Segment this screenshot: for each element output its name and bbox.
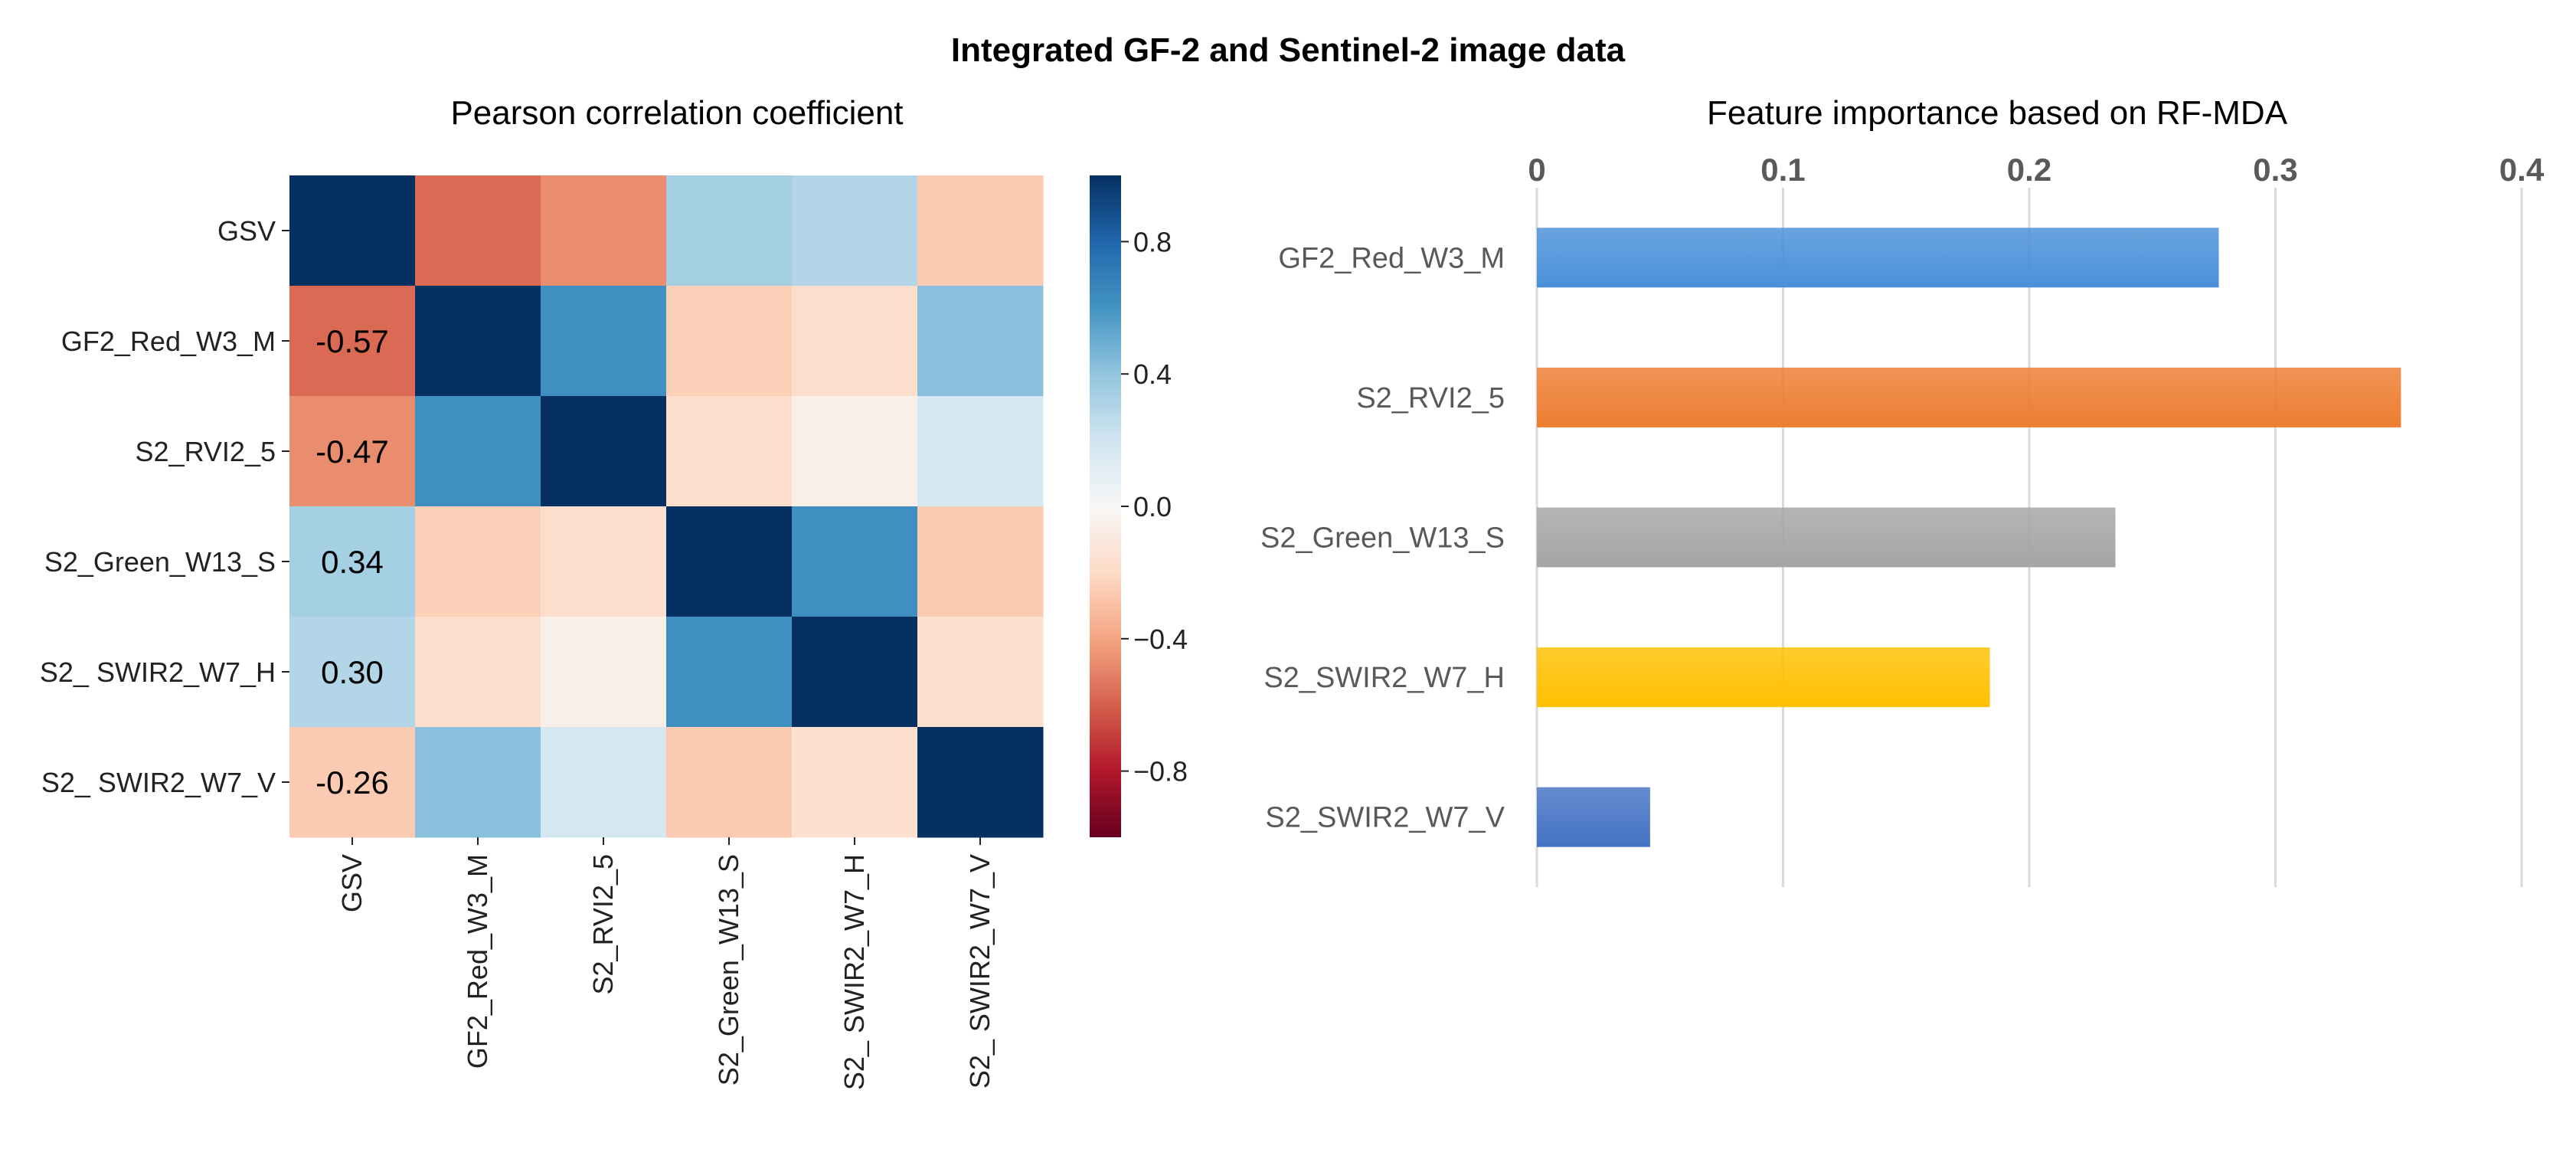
heatmap-cell [792,286,918,397]
heatmap-cell [415,617,541,728]
heatmap-cell [917,617,1044,728]
heatmap-row-label: GSV [217,215,276,247]
bar-category-label: S2_RVI2_5 [1356,382,1505,414]
heatmap-cell [415,396,541,507]
correlation-heatmap: Pearson correlation coefficient -0.57 -0.… [40,94,1188,1090]
heatmap-cell [666,506,793,617]
colorbar-tick-label: 0.4 [1133,359,1172,390]
heatmap-cell [792,617,918,728]
x-tick-label: 0.4 [2499,152,2545,188]
bar [1537,647,1990,708]
heatmap-row-label: S2_ SWIR2_W7_V [41,767,276,798]
heatmap-cell [289,727,416,838]
colorbar [1090,175,1121,837]
heatmap-cell [415,506,541,617]
heatmap-row-label: GF2_Red_W3_M [61,326,276,357]
bar-category-label: GF2_Red_W3_M [1278,242,1505,274]
bar [1537,787,1650,847]
x-tick-label: 0 [1528,152,1545,188]
heatmap-cell [792,506,918,617]
cell-value-label: -0.47 [315,434,389,470]
heatmap-cell [917,506,1044,617]
heatmap-cell [792,727,918,838]
colorbar-tick-label: 0.0 [1133,491,1172,522]
x-tick-label: 0.2 [2007,152,2051,188]
heatmap-cell [289,396,416,507]
heatmap-cell [917,286,1044,397]
heatmap-col-label: S2_RVI2_5 [587,854,619,994]
bar-category-label: S2_SWIR2_W7_H [1263,662,1505,694]
heatmap-cell [289,617,416,728]
heatmap-title: Pearson correlation coefficient [450,94,903,132]
heatmap-cell [666,175,793,286]
heatmap-cell [541,396,667,507]
heatmap-cell [541,175,667,286]
heatmap-col-label: GSV [336,854,368,912]
heatmap-row-label: S2_Green_W13_S [44,546,276,578]
heatmap-cell [541,727,667,838]
heatmap-cell [415,727,541,838]
heatmap-cell [541,617,667,728]
cell-value-label: 0.30 [321,654,384,690]
heatmap-cell [541,506,667,617]
cell-value-label: -0.26 [315,764,389,800]
heatmap-cell [415,286,541,397]
feature-importance-bar-chart: Feature importance based on RF-MDA 0 0.1 0… [1260,94,2545,887]
bar-category-label: S2_Green_W13_S [1260,522,1505,555]
bar [1537,228,2219,288]
figure-title: Integrated GF-2 and Sentinel-2 image dat… [951,31,1626,69]
heatmap-cell [666,286,793,397]
heatmap-cell [289,286,416,397]
heatmap-col-label: S2_Green_W13_S [713,854,744,1085]
bar [1537,507,2116,568]
heatmap-cell [792,175,918,286]
colorbar-tick-label: −0.4 [1133,624,1188,655]
x-tick-label: 0.1 [1760,152,1805,188]
bar-category-label: S2_SWIR2_W7_V [1265,802,1505,834]
heatmap-cell [666,727,793,838]
heatmap-cell [917,175,1044,286]
heatmap-cell [289,506,416,617]
cell-value-label: 0.34 [321,544,384,580]
heatmap-cell [289,175,416,286]
colorbar-tick-label: 0.8 [1133,226,1172,257]
heatmap-cell [917,396,1044,507]
colorbar-tick-label: −0.8 [1133,756,1188,787]
bar [1537,367,2401,427]
x-tick-label: 0.3 [2253,152,2297,188]
heatmap-row-label: S2_RVI2_5 [136,436,276,467]
heatmap-cell [666,617,793,728]
heatmap-col-label: S2_ SWIR2_W7_H [839,854,870,1090]
bar-chart-title: Feature importance based on RF-MDA [1707,94,2288,132]
heatmap-col-label: S2_ SWIR2_W7_V [964,854,995,1089]
heatmap-cell [541,286,667,397]
heatmap-row-label: S2_ SWIR2_W7_H [40,656,276,688]
cell-value-label: -0.57 [315,323,389,359]
heatmap-col-label: GF2_Red_W3_M [462,854,493,1069]
heatmap-cell [792,396,918,507]
heatmap-cell [666,396,793,507]
heatmap-cell [415,175,541,286]
heatmap-cell [917,727,1044,838]
